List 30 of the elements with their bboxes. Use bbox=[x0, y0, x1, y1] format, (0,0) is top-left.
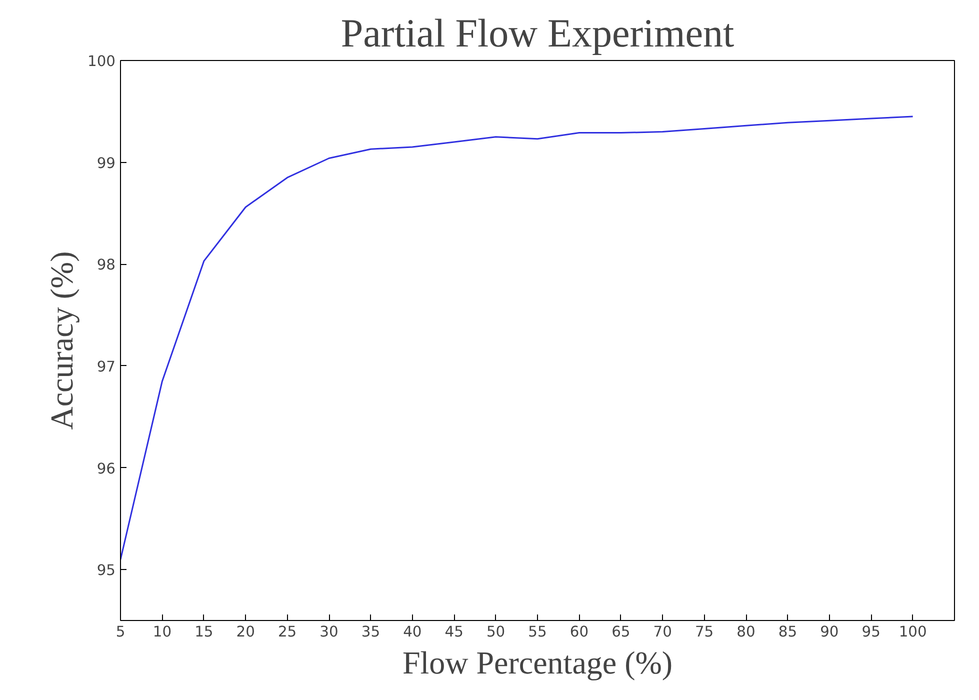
y-tick-label: 97 bbox=[96, 358, 116, 376]
y-tick-label: 100 bbox=[88, 53, 116, 70]
x-tick-label: 30 bbox=[320, 624, 338, 640]
x-tick-label: 15 bbox=[194, 624, 214, 640]
x-tick-label: 50 bbox=[486, 624, 506, 640]
y-tick-label: 98 bbox=[96, 256, 116, 274]
x-tick-label: 60 bbox=[570, 624, 589, 640]
x-tick-label: 75 bbox=[694, 624, 714, 640]
x-tick-label: 65 bbox=[612, 624, 630, 640]
x-tick-label: 95 bbox=[862, 624, 880, 640]
y-tick-label: 95 bbox=[96, 562, 116, 580]
x-tick-label: 85 bbox=[778, 624, 798, 640]
x-tick-label: 45 bbox=[444, 624, 464, 640]
x-tick-label: 40 bbox=[403, 624, 422, 640]
x-tick-label: 10 bbox=[152, 624, 172, 640]
x-tick-label: 70 bbox=[653, 624, 672, 640]
y-tick-label: 96 bbox=[96, 460, 116, 478]
x-tick-label: 20 bbox=[236, 624, 255, 640]
line-series bbox=[120, 116, 914, 560]
y-tick-label: 99 bbox=[96, 154, 116, 172]
x-axis-title: Flow Percentage (%) bbox=[402, 644, 673, 680]
chart-title: Partial Flow Experiment bbox=[340, 10, 734, 56]
x-tick-label: 35 bbox=[361, 624, 380, 640]
x-tick-label: 55 bbox=[528, 624, 547, 640]
x-tick-label: 5 bbox=[116, 624, 126, 640]
x-tick-label: 25 bbox=[278, 624, 297, 640]
x-tick-label: 90 bbox=[820, 624, 839, 640]
y-axis-title: Accuracy (%) bbox=[44, 251, 80, 430]
x-tick-label: 100 bbox=[898, 624, 927, 640]
x-tick-label: 80 bbox=[736, 624, 756, 640]
